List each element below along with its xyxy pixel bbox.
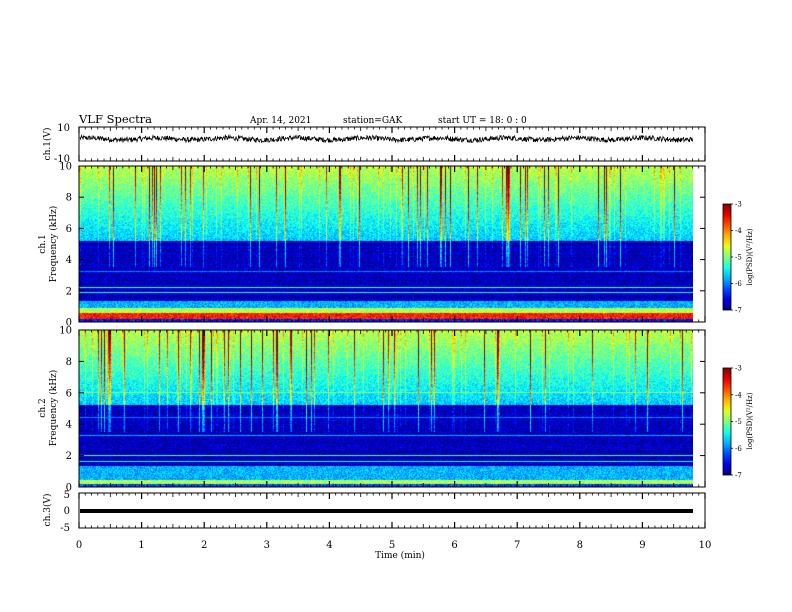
ch3-waveform-line: [80, 509, 693, 513]
ch1-waveform-line: [79, 133, 694, 144]
colorbar-tick-label: -3: [735, 365, 742, 373]
freq-tick-label: 2: [66, 286, 72, 297]
ch2-spectrogram-ylabel-channel: ch.2: [38, 398, 48, 417]
time-axis-labels: 0 1 2 3 4 5 6 7 8 9 10: [76, 540, 712, 551]
ch3-waveform-ylabel: ch.3(V): [42, 494, 53, 527]
ch2-spectrogram-image: [79, 330, 693, 487]
figure-title: VLF Spectra: [78, 112, 152, 126]
colorbar-tick-label: -6: [735, 445, 742, 453]
ch1-colorbar-label: log(PSD)(V²/Hz): [746, 228, 754, 285]
freq-tick-label: 6: [66, 224, 72, 235]
freq-tick-label: 10: [59, 326, 72, 337]
station-label: station=GAK: [343, 116, 403, 126]
ch2-colorbar-label: log(PSD)(V²/Hz): [746, 392, 754, 449]
ch3-ytick-mid: 0: [64, 506, 70, 517]
colorbar-tick-label: -7: [735, 472, 742, 480]
time-axis-ticks: [78, 127, 706, 528]
time-tick-label: 6: [451, 540, 457, 551]
colorbar-tick-label: -5: [735, 254, 742, 262]
time-axis-title: Time (min): [375, 550, 425, 561]
freq-tick-label: 0: [66, 483, 72, 494]
start-time-label: start UT = 18: 0 : 0: [438, 116, 527, 126]
colorbar-tick-label: -5: [735, 418, 742, 426]
time-tick-label: 10: [699, 540, 712, 551]
time-tick-label: 7: [514, 540, 520, 551]
freq-tick-label: 4: [66, 255, 72, 266]
colorbar-tick-label: -4: [735, 391, 742, 399]
freq-tick-label: 8: [66, 193, 72, 204]
time-tick-label: 5: [389, 540, 395, 551]
ch1-waveform-ylabel: ch.1(V): [42, 128, 53, 161]
ch3-ytick-bottom: -5: [60, 523, 70, 534]
ch2-colorbar: [722, 367, 732, 476]
ch1-spectrogram-yticks: 0 2 4 6 8 10: [59, 162, 705, 329]
colorbar-tick-label: -4: [735, 227, 742, 235]
ch1-spectrogram-ylabel-frequency: Frequency (kHz): [48, 206, 59, 283]
ch2-spectrogram-ylabel-frequency: Frequency (kHz): [48, 370, 59, 447]
time-tick-label: 3: [264, 540, 270, 551]
freq-tick-label: 10: [59, 162, 72, 173]
freq-tick-label: 0: [66, 318, 72, 329]
ch1-spectrogram-image: [79, 166, 693, 322]
freq-tick-label: 4: [66, 420, 72, 431]
date-label: Apr. 14, 2021: [249, 116, 311, 126]
ch1-colorbar: [722, 203, 732, 311]
ch3-ytick-top: 5: [64, 490, 70, 501]
time-tick-label: 2: [201, 540, 207, 551]
time-tick-label: 0: [76, 540, 82, 551]
ch1-colorbar-ticks: -3 -4 -5 -6 -7: [731, 201, 742, 315]
colorbar-tick-label: -3: [735, 201, 742, 209]
time-tick-label: 4: [326, 540, 332, 551]
time-tick-label: 8: [577, 540, 583, 551]
time-tick-label: 9: [639, 540, 645, 551]
freq-tick-label: 8: [66, 357, 72, 368]
colorbar-tick-label: -6: [735, 280, 742, 288]
time-tick-label: 1: [138, 540, 144, 551]
ch2-spectrogram-yticks: 0 2 4 6 8 10: [59, 326, 705, 494]
freq-tick-label: 2: [66, 451, 72, 462]
ch1-ytick-bottom: -10: [54, 154, 70, 165]
ch1-spectrogram-ylabel-channel: ch.1: [38, 234, 48, 253]
colorbar-tick-label: -7: [735, 307, 742, 315]
ch1-ytick-top: 10: [57, 123, 70, 134]
ch2-colorbar-ticks: -3 -4 -5 -6 -7: [731, 365, 742, 480]
freq-tick-label: 6: [66, 388, 72, 399]
